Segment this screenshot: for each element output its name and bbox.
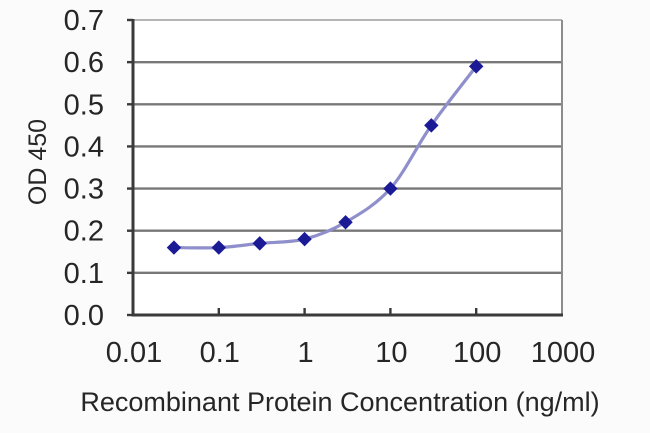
data-point-marker: [468, 59, 484, 74]
x-tick-label: 0.1: [200, 337, 240, 369]
y-tick-label: 0.3: [64, 174, 104, 206]
data-series-group: [166, 59, 484, 255]
y-tick-label: 0.0: [64, 300, 104, 332]
x-tick-label: 1: [298, 337, 314, 369]
y-tick-label: 0.5: [64, 89, 104, 121]
y-tick-label: 0.2: [64, 216, 104, 248]
y-tick-label: 0.4: [64, 131, 104, 163]
plot-frame: [131, 19, 563, 317]
x-tick-label: 1000: [531, 337, 596, 369]
data-point-marker: [297, 231, 312, 247]
x-tick-label: 10: [375, 337, 407, 369]
gridlines-group: [133, 60, 562, 275]
x-axis-title: Recombinant Protein Concentration (ng/ml…: [80, 387, 599, 417]
y-axis-title: OD 450: [24, 119, 52, 205]
plot-area: [133, 20, 562, 315]
axis-ticks-group: [127, 18, 478, 317]
data-point-marker: [166, 240, 182, 255]
y-tick-label: 0.6: [64, 47, 104, 79]
y-tick-label: 0.1: [64, 258, 104, 290]
data-point-marker: [338, 215, 353, 230]
tick-labels-group: 0.0 0.1 0.2 0.3 0.4 0.5 0.6 0.7 0.01 0.1 1 10 100 100…: [64, 5, 596, 369]
y-tick-label: 0.7: [64, 5, 104, 37]
x-tick-label: 0.01: [106, 337, 162, 369]
data-point-marker: [424, 118, 439, 133]
data-point-marker: [383, 181, 398, 196]
data-point-marker: [211, 240, 227, 255]
data-point-marker: [252, 236, 267, 251]
x-tick-label: 100: [453, 337, 501, 369]
